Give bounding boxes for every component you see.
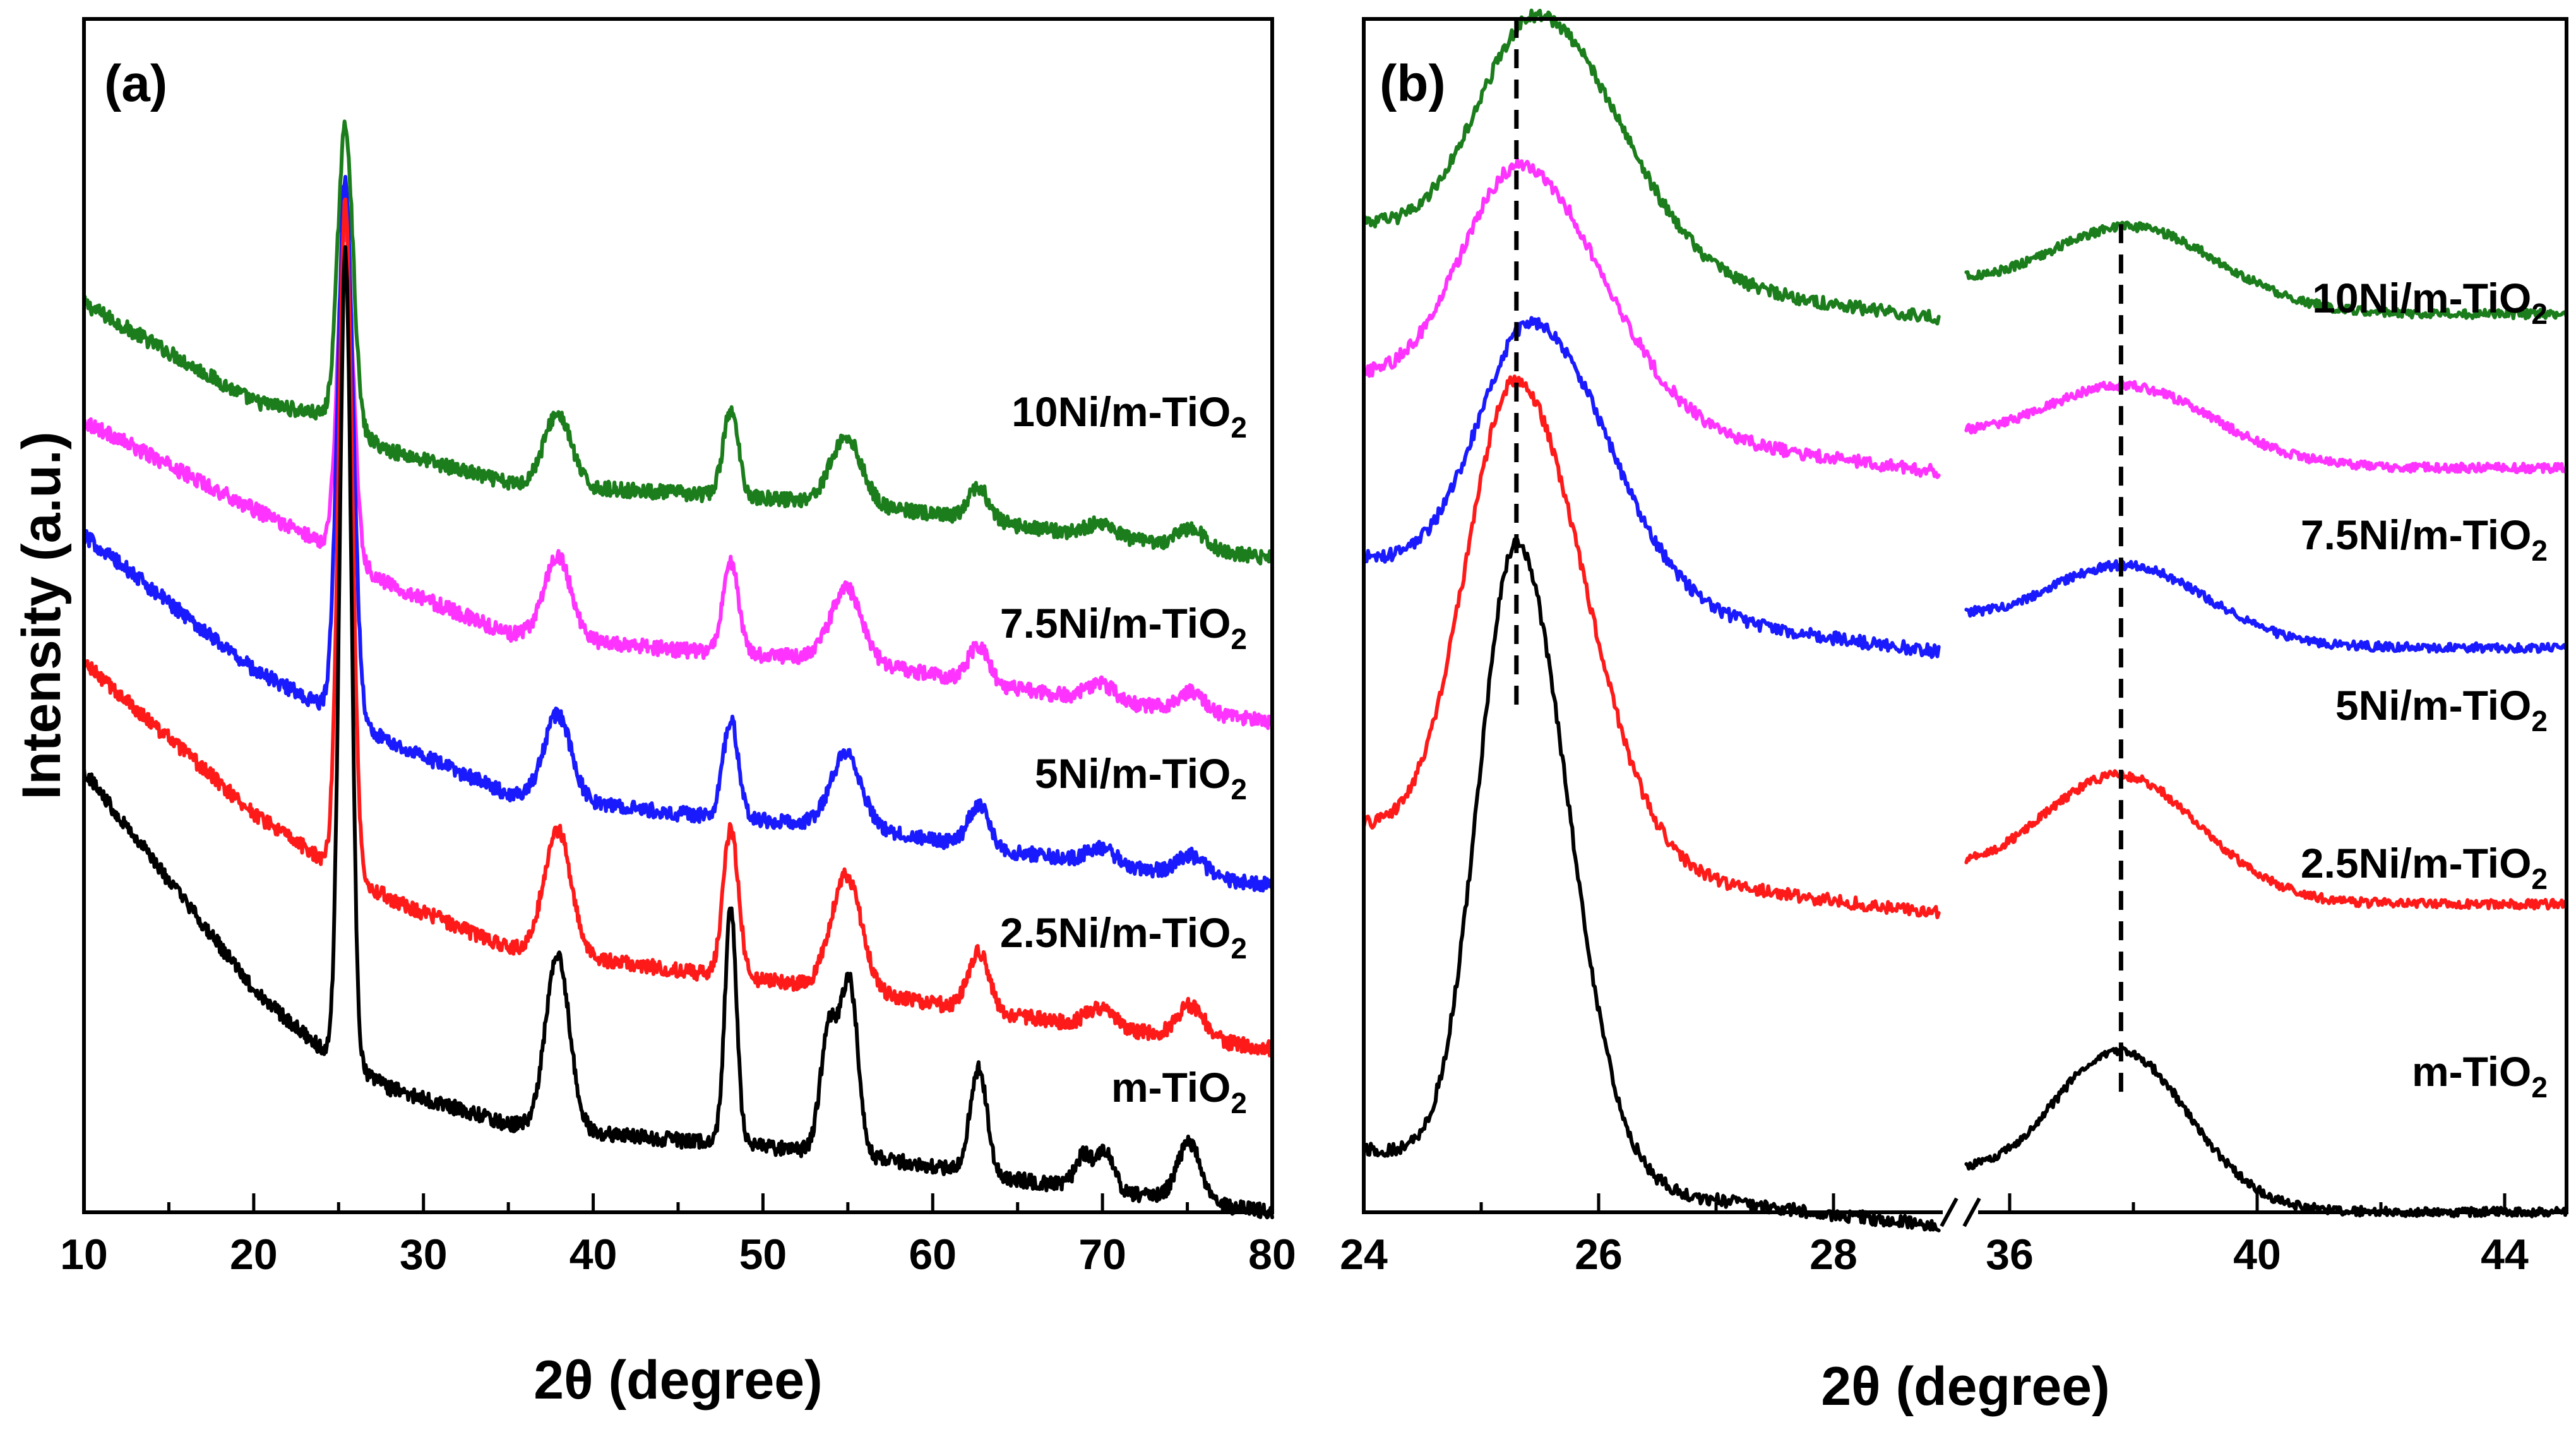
panel-b-series-5ni-m-tio2-low [1362,316,1941,659]
panel-a-x-axis-title: 2θ (degree) [534,1350,823,1411]
panel-b-tick-label: 44 [2481,1231,2529,1279]
panel-b-tick-label: 28 [1810,1231,1857,1279]
panel-b-x-ticks: 24 26 28 36 40 44 [1340,1193,2529,1279]
panel-b-label-main: 10Ni/m-TiO [2312,275,2531,321]
panel-a-tick-label: 30 [400,1231,448,1279]
panel-a-x-ticks: 10 20 30 40 50 60 70 80 [60,1193,1296,1279]
panel-b-tick-label: 24 [1340,1231,1388,1279]
panel-a-tick-label: 60 [909,1231,957,1279]
axis-break-mark [1940,1197,1981,1227]
panel-b-label-5ni-m-tio2: 5Ni/m-TiO2 [2335,682,2548,737]
panel-a-label-7-5ni-m-tio2: 7.5Ni/m-TiO2 [1000,600,1247,655]
panel-a-traces [82,119,1274,1220]
panel-b-tick-label: 40 [2233,1231,2281,1279]
panel-a-label-subscript: 2 [1231,932,1247,965]
panel-b-tick-label: 26 [1575,1231,1623,1279]
panel-a-series-labels: 10Ni/m-TiO27.5Ni/m-TiO25Ni/m-TiO22.5Ni/m… [1000,388,1247,1119]
panel-a-y-axis-title: Intensity (a.u.) [11,432,72,800]
panel-a-label-main: 10Ni/m-TiO [1011,388,1231,435]
panel-b-series-10ni-m-tio2-high [1964,220,2568,321]
panel-a-tick-label: 10 [60,1231,108,1279]
panel-a-label: (a) [104,55,167,112]
panel-a-series-7-5ni-m-tio2 [82,227,1274,731]
panel-b-label-subscript: 2 [2531,1071,2548,1104]
panel-b-label-subscript: 2 [2531,297,2548,330]
panel-a-label-2-5ni-m-tio2: 2.5Ni/m-TiO2 [1000,909,1247,965]
panel-b-series-labels: 10Ni/m-TiO27.5Ni/m-TiO25Ni/m-TiO22.5Ni/m… [2301,275,2548,1104]
panel-b-label-main: 2.5Ni/m-TiO [2301,840,2532,886]
panel-b-label-subscript: 2 [2531,534,2548,567]
panel-a-label-subscript: 2 [1231,773,1247,806]
axis-break-slash-right [1962,1197,1981,1227]
panel-a-label-subscript: 2 [1231,411,1247,444]
panel-a-label-main: m-TiO [1111,1064,1231,1111]
panel-b-traces [1362,8,2568,1232]
panel-b-label-subscript: 2 [2531,705,2548,737]
panel-b-reference-lines [1514,19,2123,1097]
panel-b-tick-label: 36 [1986,1231,2034,1279]
panel-b-series-m-tio2-low [1362,537,1941,1232]
panel-a-series-m-tio2 [82,245,1274,1220]
panel-a: 10 20 30 40 50 60 70 80 10Ni/m-TiO27.5Ni/m-TiO2… [11,17,1296,1411]
panel-a-label-10ni-m-tio2: 10Ni/m-TiO2 [1011,388,1247,444]
panel-b-label-main: m-TiO [2412,1048,2531,1095]
panel-b-series-7-5ni-m-tio2-high [1964,379,2568,475]
panel-a-label-main: 2.5Ni/m-TiO [1000,909,1231,956]
axis-break-slash-left [1940,1197,1959,1227]
panel-a-label-main: 7.5Ni/m-TiO [1000,600,1231,647]
panel-a-label-subscript: 2 [1231,1087,1247,1119]
panel-b-series-2-5ni-m-tio2-high [1964,769,2568,911]
panel-b-series-10ni-m-tio2-low [1362,8,1941,326]
panel-b-frame [1362,17,2568,1214]
panel-b-x-axis-title: 2θ (degree) [1821,1356,2110,1417]
panel-a-label-5ni-m-tio2: 5Ni/m-TiO2 [1035,750,1247,806]
panel-a-tick-label: 20 [230,1231,278,1279]
panel-b-label-main: 7.5Ni/m-TiO [2301,511,2532,558]
panel-b-label-10ni-m-tio2: 10Ni/m-TiO2 [2312,275,2548,330]
panel-b-series-5ni-m-tio2-high [1964,559,2568,654]
panel-a-series-10ni-m-tio2 [82,119,1274,566]
panel-b-label-subscript: 2 [2531,862,2548,895]
panel-a-label-m-tio2: m-TiO2 [1111,1064,1247,1119]
panel-a-series-5ni-m-tio2 [82,175,1274,893]
panel-a-series-2-5ni-m-tio2 [82,197,1274,1058]
panel-a-label-subscript: 2 [1231,623,1247,655]
panel-a-label-main: 5Ni/m-TiO [1035,750,1231,797]
panel-b-label: (b) [1380,55,1446,112]
panel-b-label-7-5ni-m-tio2: 7.5Ni/m-TiO2 [2301,511,2548,567]
panel-b-series-2-5ni-m-tio2-low [1362,374,1941,919]
panel-b-series-7-5ni-m-tio2-low [1362,157,1941,479]
panel-a-tick-label: 80 [1248,1231,1296,1279]
panel-a-tick-label: 50 [739,1231,787,1279]
panel-b-label-2-5ni-m-tio2: 2.5Ni/m-TiO2 [2301,840,2548,895]
panel-b-label-main: 5Ni/m-TiO [2335,682,2532,729]
panel-a-tick-label: 40 [569,1231,617,1279]
panel-b-label-m-tio2: m-TiO2 [2412,1048,2548,1104]
panel-a-tick-label: 70 [1078,1231,1126,1279]
panel-b: 24 26 28 36 40 44 10Ni/m-TiO27.5Ni/m-TiO25Ni/… [1340,8,2568,1417]
